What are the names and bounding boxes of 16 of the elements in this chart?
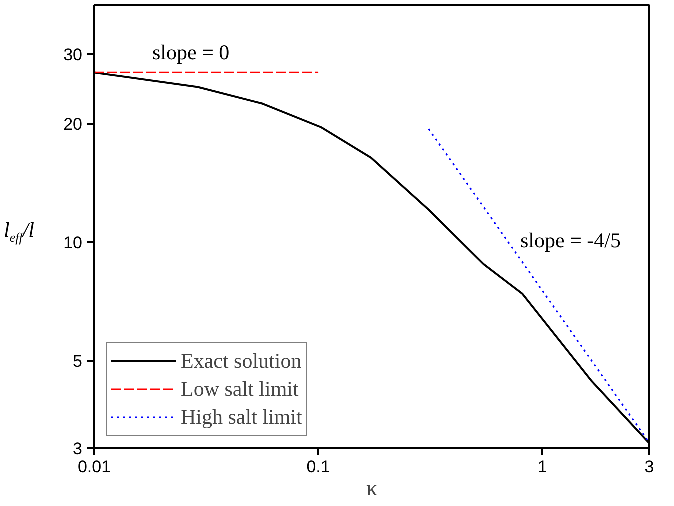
- x-tick-label: 0.1: [306, 458, 330, 476]
- x-tick-label: 3: [644, 458, 654, 476]
- y-tick-label: 10: [64, 234, 83, 253]
- annotation: slope = -4/5: [520, 228, 621, 252]
- y-tick-label: 20: [64, 115, 83, 134]
- legend-label: High salt limit: [181, 404, 302, 430]
- x-axis-title: κ: [366, 476, 378, 500]
- x-tick-label: 0.01: [78, 458, 112, 476]
- y-tick-label: 30: [64, 46, 83, 65]
- legend-label: Low salt limit: [181, 376, 299, 402]
- x-tick-label: 1: [538, 458, 548, 476]
- legend-label: Exact solution: [181, 348, 302, 374]
- annotation: slope = 0: [152, 40, 230, 64]
- y-tick-label: 5: [73, 352, 83, 372]
- y-axis-title: l$_{eff}$/l: [4, 218, 35, 246]
- y-tick-label: 3: [73, 440, 83, 458]
